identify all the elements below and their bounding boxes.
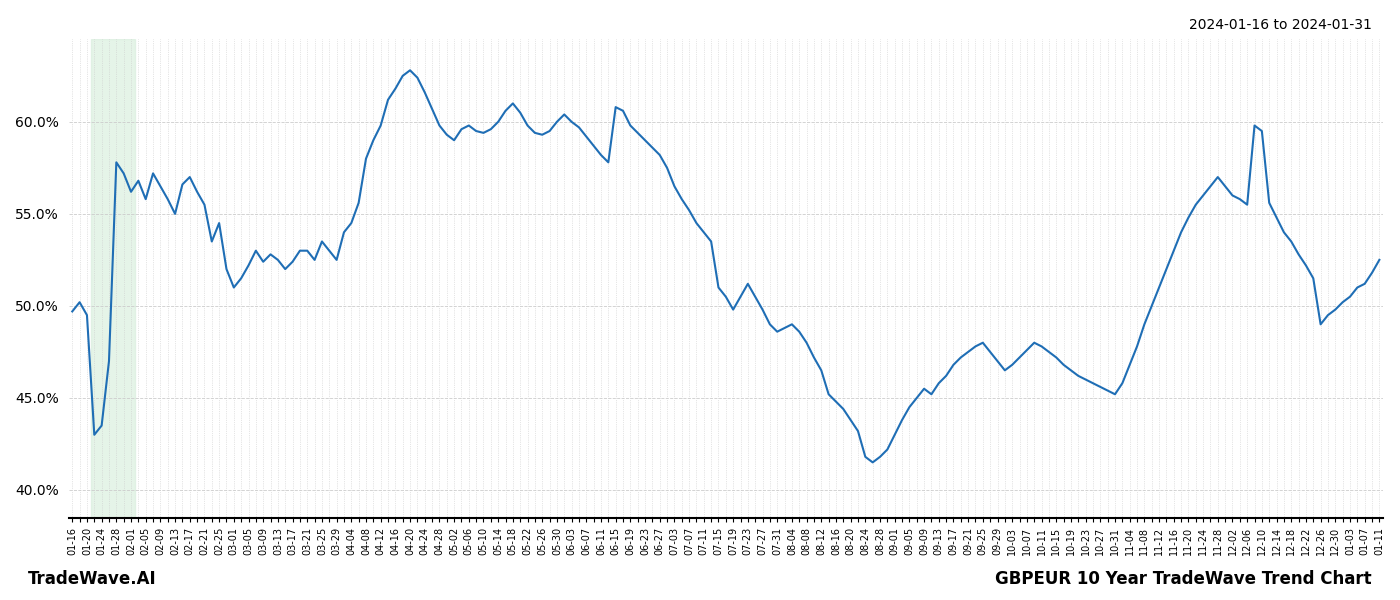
Text: 2024-01-16 to 2024-01-31: 2024-01-16 to 2024-01-31 [1189,18,1372,32]
Text: TradeWave.AI: TradeWave.AI [28,570,157,588]
Bar [91,39,134,518]
Text: GBPEUR 10 Year TradeWave Trend Chart: GBPEUR 10 Year TradeWave Trend Chart [995,570,1372,588]
